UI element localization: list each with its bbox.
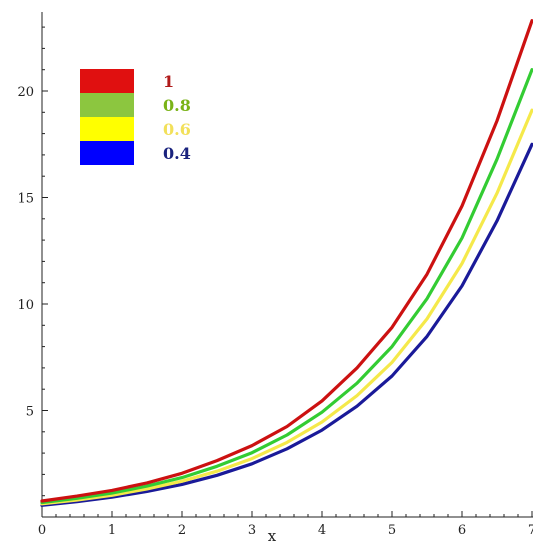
- x-tick-label: 1: [108, 523, 116, 538]
- legend-label: 0.8: [163, 96, 191, 115]
- x-tick-label: 5: [388, 523, 396, 538]
- legend-label: 1: [163, 72, 174, 91]
- x-tick-label: 7: [528, 523, 533, 538]
- series-line: [40, 108, 533, 506]
- legend-swatch: [80, 69, 134, 93]
- x-tick-label: 2: [178, 523, 186, 538]
- y-tick-label: 20: [17, 85, 34, 100]
- legend-swatch: [80, 141, 134, 165]
- legend: 1 0.8 0.6 0.4: [80, 69, 191, 165]
- legend-swatch: [80, 93, 134, 117]
- legend-label: 0.6: [163, 120, 191, 139]
- x-axis-label: x: [268, 527, 277, 545]
- series-line: [40, 142, 533, 507]
- series-line: [40, 68, 533, 505]
- axes: 0 1 2 3 4 5 6 7 5 10 15 20 x: [17, 12, 533, 545]
- y-tick-label: 5: [26, 405, 34, 420]
- x-tick-label: 4: [318, 523, 326, 538]
- series-line: [40, 19, 533, 503]
- plot-lines: [40, 19, 533, 507]
- x-tick-label: 6: [458, 523, 466, 538]
- legend-swatch: [80, 117, 134, 141]
- legend-label: 0.4: [163, 144, 191, 163]
- y-tick-label: 10: [17, 298, 34, 313]
- x-tick-label: 0: [38, 523, 46, 538]
- y-tick-label: 15: [17, 192, 34, 207]
- x-tick-label: 3: [248, 523, 256, 538]
